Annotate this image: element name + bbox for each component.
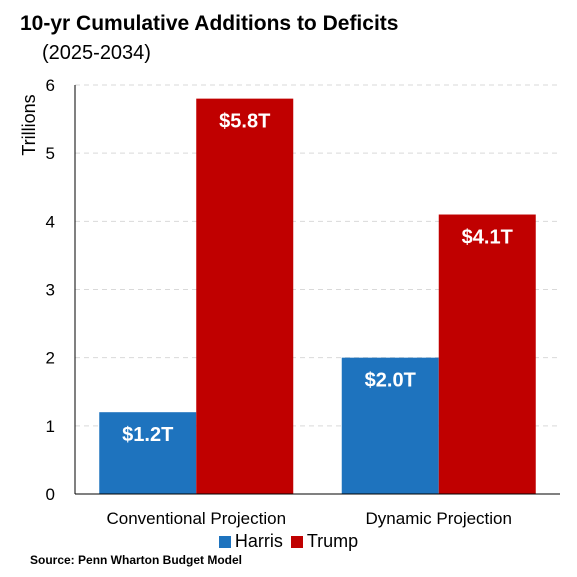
legend-swatch-trump bbox=[290, 535, 303, 548]
y-tick-label: 2 bbox=[46, 349, 55, 368]
x-tick-label: Dynamic Projection bbox=[366, 509, 512, 528]
data-label: $1.2T bbox=[122, 424, 173, 446]
y-axis-label: Trillions bbox=[19, 94, 39, 155]
legend: Harris Trump bbox=[0, 531, 577, 552]
source-note: Source: Penn Wharton Budget Model bbox=[30, 553, 242, 567]
legend-item-harris: Harris bbox=[218, 531, 283, 552]
legend-label-trump: Trump bbox=[306, 531, 359, 551]
chart-subtitle: (2025-2034) bbox=[42, 42, 151, 64]
y-tick-label: 4 bbox=[46, 212, 55, 231]
y-tick-label: 5 bbox=[46, 144, 55, 163]
data-label: $2.0T bbox=[365, 370, 416, 392]
legend-label-harris: Harris bbox=[234, 531, 283, 551]
bar-harris-1 bbox=[341, 357, 439, 494]
y-tick-label: 6 bbox=[46, 76, 55, 95]
x-tick-label: Conventional Projection bbox=[106, 509, 286, 528]
chart-title: 10-yr Cumulative Additions to Deficits bbox=[20, 12, 399, 35]
y-tick-label: 1 bbox=[46, 417, 55, 436]
y-tick-label: 0 bbox=[46, 485, 55, 504]
bar-harris-0 bbox=[99, 412, 197, 494]
data-label: $4.1T bbox=[462, 227, 513, 249]
legend-item-trump: Trump bbox=[290, 531, 359, 552]
legend-swatch-harris bbox=[218, 535, 231, 548]
data-label: $5.8T bbox=[219, 111, 270, 133]
y-tick-label: 3 bbox=[46, 281, 55, 300]
bar-trump-0 bbox=[196, 98, 294, 494]
bar-trump-1 bbox=[438, 214, 536, 494]
